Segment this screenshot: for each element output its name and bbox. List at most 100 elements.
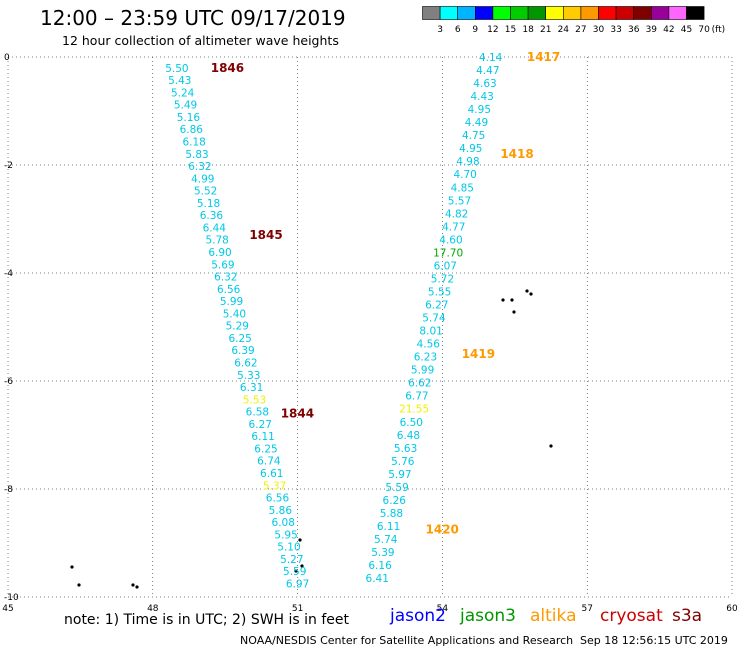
island-shape xyxy=(525,289,529,293)
wave-height-label: 4.85 xyxy=(451,182,474,194)
pass-time-label: 1419 xyxy=(462,347,495,361)
wave-height-label: 6.25 xyxy=(228,333,251,345)
x-tick-label: 45 xyxy=(2,604,13,614)
wave-height-label: 5.99 xyxy=(411,365,434,377)
colorbar-unit: (ft) xyxy=(712,25,726,35)
wave-height-label: 5.52 xyxy=(194,186,217,198)
wave-height-label: 6.26 xyxy=(383,495,407,507)
map-title: 12:00 – 23:59 UTC 09/17/2019 xyxy=(40,6,346,30)
wave-height-label: 6.48 xyxy=(397,430,420,442)
pass-time-label: 1846 xyxy=(211,61,244,75)
wave-height-label: 5.50 xyxy=(165,63,188,75)
island-shape xyxy=(294,569,298,573)
wave-height-label: 6.62 xyxy=(408,378,431,390)
x-tick-label: 48 xyxy=(147,604,159,614)
wave-height-label: 21.55 xyxy=(399,404,429,416)
satellite-legend-jason3: jason3 xyxy=(460,606,516,626)
wave-height-label: 6.16 xyxy=(368,560,392,572)
wave-height-label: 5.83 xyxy=(185,149,208,161)
wave-height-label: 5.74 xyxy=(374,534,398,546)
satellite-legend-s3a: s3a xyxy=(672,606,703,626)
satellite-legend-altika: altika xyxy=(530,606,577,626)
satellite-legend-jason2: jason2 xyxy=(390,606,446,626)
credit-line: NOAA/NESDIS Center for Satellite Applica… xyxy=(240,634,574,647)
wave-height-label: 6.90 xyxy=(208,247,231,259)
colorbar-label: 18 xyxy=(522,25,534,35)
colorbar-label: 21 xyxy=(540,25,551,35)
wave-height-label: 6.08 xyxy=(272,517,295,529)
wave-height-label: 6.74 xyxy=(257,456,281,468)
wave-height-label: 4.99 xyxy=(191,173,214,185)
wave-height-label: 17.70 xyxy=(433,247,463,259)
wave-height-label: 5.10 xyxy=(277,542,300,554)
wave-height-label: 5.37 xyxy=(263,480,286,492)
wave-height-label: 5.59 xyxy=(283,566,306,578)
wave-height-label: 4.43 xyxy=(470,91,493,103)
pass-time-label: 1845 xyxy=(249,228,282,242)
pass-time-label: 1418 xyxy=(500,147,533,161)
wave-height-label: 6.61 xyxy=(260,468,283,480)
colorbar-label: 27 xyxy=(575,25,586,35)
y-tick-label: -4 xyxy=(4,269,13,279)
wave-height-label: 5.99 xyxy=(220,296,243,308)
wave-height-label: 5.40 xyxy=(223,308,246,320)
colorbar-label: 70 xyxy=(698,25,710,35)
island-shape xyxy=(77,583,81,587)
x-tick-label: 60 xyxy=(726,604,738,614)
wave-height-label: 5.72 xyxy=(431,273,454,285)
wave-height-label: 6.25 xyxy=(254,443,277,455)
wave-height-label: 4.95 xyxy=(468,104,491,116)
wave-height-label: 6.32 xyxy=(188,161,211,173)
wave-height-label: 6.50 xyxy=(400,417,423,429)
wave-height-label: 5.16 xyxy=(177,112,201,124)
pass-time-label: 1420 xyxy=(426,523,459,537)
colorbar-label: 39 xyxy=(646,25,658,35)
wave-height-label: 5.59 xyxy=(385,482,408,494)
colorbar-label: 30 xyxy=(593,25,605,35)
footer-note: note: 1) Time is in UTC; 2) SWH is in fe… xyxy=(64,612,350,628)
wave-height-label: 5.88 xyxy=(380,508,403,520)
wave-height-label: 6.32 xyxy=(214,272,237,284)
wave-height-label: 5.29 xyxy=(226,321,249,333)
pass-time-label: 1844 xyxy=(281,406,314,420)
wave-height-label: 6.56 xyxy=(266,493,290,505)
wave-height-label: 6.36 xyxy=(200,210,224,222)
colorbar-label: 36 xyxy=(628,25,640,35)
wave-height-label: 5.69 xyxy=(211,259,234,271)
wave-height-label: 6.58 xyxy=(246,407,269,419)
island-shape xyxy=(300,564,304,568)
wave-height-label: 4.49 xyxy=(465,117,488,129)
wave-height-label: 6.11 xyxy=(251,431,274,443)
island-shape xyxy=(549,444,553,448)
colorbar-swatch xyxy=(686,6,705,20)
colorbar-label: 33 xyxy=(610,25,621,35)
wave-height-label: 6.97 xyxy=(286,579,309,591)
wave-height-label: 6.56 xyxy=(217,284,241,296)
wave-height-label: 5.24 xyxy=(171,87,195,99)
wave-height-label: 6.11 xyxy=(377,521,400,533)
wave-height-label: 4.60 xyxy=(439,234,462,246)
wave-height-label: 6.44 xyxy=(203,222,227,234)
wave-height-label: 5.97 xyxy=(388,469,411,481)
wave-height-label: 6.31 xyxy=(240,382,263,394)
x-tick-label: 57 xyxy=(581,604,592,614)
wave-height-label: 5.53 xyxy=(243,394,266,406)
x-tick-label: 51 xyxy=(292,604,303,614)
wave-height-label: 5.74 xyxy=(422,313,446,325)
colorbar-label: 42 xyxy=(663,25,674,35)
wave-height-label: 4.77 xyxy=(442,221,465,233)
island-shape xyxy=(298,538,302,542)
x-tick-label: 54 xyxy=(437,604,449,614)
wave-height-label: 5.39 xyxy=(371,547,394,559)
wave-height-label: 4.14 xyxy=(479,52,503,64)
island-shape xyxy=(131,583,135,587)
wave-height-label: 5.33 xyxy=(237,370,260,382)
wave-height-label: 5.49 xyxy=(174,100,197,112)
y-tick-label: -6 xyxy=(4,377,13,387)
wave-height-label: 4.56 xyxy=(417,339,441,351)
island-shape xyxy=(70,565,74,569)
wave-height-label: 6.62 xyxy=(234,357,257,369)
wave-height-label: 4.63 xyxy=(473,78,496,90)
colorbar-label: 15 xyxy=(505,25,516,35)
